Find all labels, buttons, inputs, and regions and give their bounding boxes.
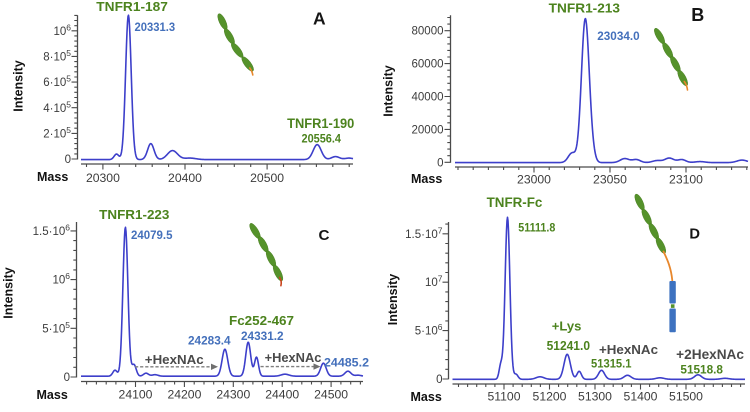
svg-text:51241.0: 51241.0 bbox=[547, 339, 590, 353]
svg-text:24079.5: 24079.5 bbox=[131, 228, 173, 242]
svg-text:A: A bbox=[313, 9, 326, 29]
svg-text:0: 0 bbox=[436, 374, 442, 386]
svg-text:23050: 23050 bbox=[593, 172, 627, 186]
svg-text:+Lys: +Lys bbox=[552, 319, 582, 334]
svg-text:24331.2: 24331.2 bbox=[241, 329, 284, 343]
svg-text:4·105: 4·105 bbox=[43, 99, 71, 115]
svg-text:51400: 51400 bbox=[624, 390, 658, 404]
svg-text:40000: 40000 bbox=[412, 92, 444, 104]
svg-text:B: B bbox=[691, 5, 704, 25]
svg-text:Fc252-467: Fc252-467 bbox=[229, 313, 294, 328]
svg-text:Mass: Mass bbox=[37, 388, 68, 402]
svg-text:24300: 24300 bbox=[216, 388, 250, 402]
svg-text:20300: 20300 bbox=[86, 171, 120, 185]
svg-text:0: 0 bbox=[437, 157, 443, 169]
svg-text:60000: 60000 bbox=[412, 59, 444, 71]
svg-text:24400: 24400 bbox=[265, 388, 299, 402]
svg-text:20500: 20500 bbox=[250, 171, 284, 185]
svg-text:24500: 24500 bbox=[314, 388, 348, 402]
svg-text:Intensity: Intensity bbox=[12, 60, 26, 111]
svg-text:D: D bbox=[689, 226, 700, 242]
svg-text:+HexNAc: +HexNAc bbox=[265, 350, 322, 365]
svg-text:20400: 20400 bbox=[168, 171, 202, 185]
svg-text:51100: 51100 bbox=[488, 390, 521, 404]
svg-text:Mass: Mass bbox=[411, 390, 442, 404]
svg-text:20331.3: 20331.3 bbox=[135, 20, 176, 34]
svg-text:Mass: Mass bbox=[411, 172, 442, 186]
svg-text:TNFR1-223: TNFR1-223 bbox=[99, 207, 169, 222]
svg-text:51500: 51500 bbox=[669, 390, 703, 404]
svg-text:1.5·107: 1.5·107 bbox=[405, 225, 443, 241]
svg-text:Intensity: Intensity bbox=[382, 65, 396, 116]
svg-text:24100: 24100 bbox=[119, 388, 153, 402]
svg-text:51200: 51200 bbox=[533, 390, 567, 404]
svg-text:23000: 23000 bbox=[517, 172, 551, 186]
svg-text:51518.8: 51518.8 bbox=[680, 363, 723, 377]
svg-text:Intensity: Intensity bbox=[386, 274, 400, 325]
svg-text:80000: 80000 bbox=[412, 26, 444, 38]
svg-text:24283.4: 24283.4 bbox=[188, 334, 231, 348]
svg-text:+HexNAc: +HexNAc bbox=[599, 342, 658, 357]
svg-text:23034.0: 23034.0 bbox=[597, 29, 640, 43]
svg-text:0: 0 bbox=[64, 372, 70, 384]
svg-text:51111.8: 51111.8 bbox=[518, 221, 555, 235]
svg-text:0: 0 bbox=[65, 154, 71, 166]
svg-text:6·105: 6·105 bbox=[43, 74, 71, 90]
svg-text:TNFR1-190: TNFR1-190 bbox=[287, 116, 354, 131]
svg-text:20000: 20000 bbox=[412, 124, 444, 136]
svg-text:51300: 51300 bbox=[578, 390, 612, 404]
svg-text:5·105: 5·105 bbox=[42, 320, 70, 336]
svg-text:TNFR-Fc: TNFR-Fc bbox=[487, 195, 543, 210]
svg-text:2·105: 2·105 bbox=[43, 125, 71, 141]
svg-text:24200: 24200 bbox=[167, 388, 201, 402]
svg-text:Intensity: Intensity bbox=[2, 267, 16, 318]
svg-text:+2HexNAc: +2HexNAc bbox=[676, 347, 744, 362]
svg-text:20556.4: 20556.4 bbox=[302, 133, 342, 146]
svg-text:8·105: 8·105 bbox=[43, 48, 71, 64]
svg-text:C: C bbox=[319, 227, 330, 244]
svg-text:+HexNAc: +HexNAc bbox=[145, 352, 204, 367]
svg-text:24485.2: 24485.2 bbox=[324, 356, 369, 370]
svg-text:TNFR1-187: TNFR1-187 bbox=[96, 0, 168, 14]
svg-text:5·106: 5·106 bbox=[415, 322, 443, 338]
svg-text:Mass: Mass bbox=[37, 170, 68, 184]
svg-text:51315.1: 51315.1 bbox=[591, 357, 632, 371]
svg-text:TNFR1-213: TNFR1-213 bbox=[549, 1, 620, 16]
svg-text:1.5·106: 1.5·106 bbox=[33, 222, 71, 238]
svg-text:23100: 23100 bbox=[669, 172, 703, 186]
